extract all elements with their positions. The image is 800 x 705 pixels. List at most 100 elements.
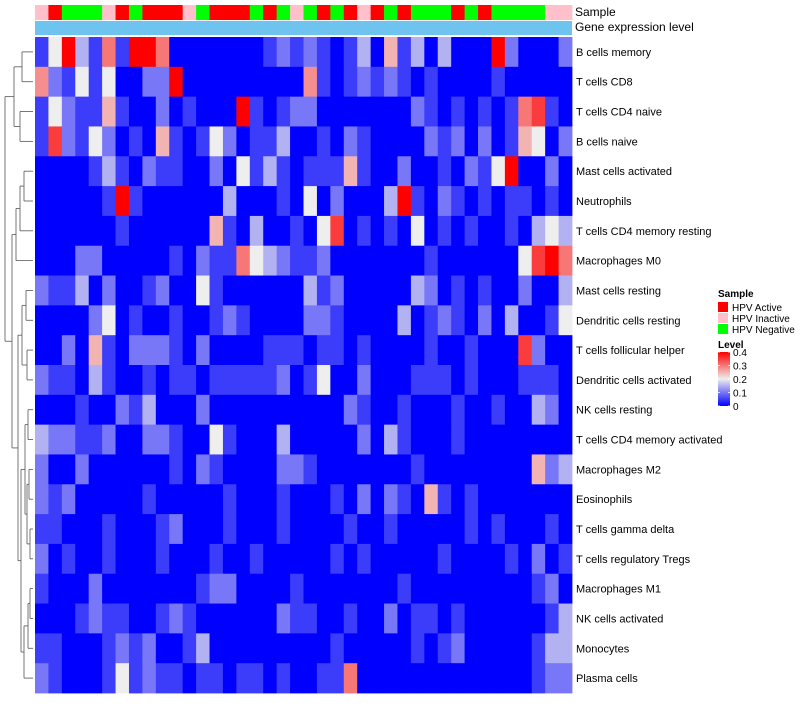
- heatmap-cell: [316, 573, 331, 604]
- heatmap-cell: [142, 66, 157, 98]
- heatmap-cell: [357, 186, 372, 217]
- heatmap-cell: [249, 573, 264, 604]
- heatmap-cell: [196, 543, 210, 575]
- heatmap-cell: [451, 245, 465, 276]
- heatmap-cell: [236, 66, 251, 98]
- heatmap-cell: [88, 96, 103, 127]
- heatmap-cell: [451, 156, 465, 187]
- heatmap-cell: [61, 305, 76, 336]
- row-label: T cells CD4 naive: [576, 107, 662, 119]
- heatmap-cell: [370, 663, 385, 694]
- heatmap-cell: [61, 633, 76, 664]
- heatmap-cell: [410, 305, 425, 336]
- sample-annotation-cell: [155, 5, 170, 20]
- heatmap-cell: [343, 305, 358, 336]
- heatmap-cell: [48, 573, 63, 604]
- heatmap-cell: [115, 454, 130, 485]
- heatmap-cell: [316, 514, 331, 545]
- heatmap-cell: [545, 484, 559, 515]
- heatmap-cell: [303, 245, 318, 276]
- heatmap-cell: [222, 394, 237, 426]
- heatmap-cell: [61, 66, 76, 98]
- heatmap-cell: [276, 96, 291, 127]
- heatmap-cell: [410, 186, 425, 217]
- row-label: Dendritic cells activated: [576, 375, 692, 387]
- heatmap-cell: [263, 335, 278, 366]
- heatmap-cell: [545, 37, 559, 68]
- heatmap-cell: [61, 275, 76, 306]
- heatmap-cell: [370, 186, 385, 217]
- heatmap-cell: [61, 394, 76, 426]
- heatmap-cell: [424, 126, 439, 157]
- heatmap-cell: [370, 454, 385, 485]
- heatmap-cell: [209, 66, 224, 98]
- heatmap-cell: [437, 96, 452, 127]
- heatmap-cell: [290, 484, 304, 515]
- heatmap-cell: [343, 633, 358, 664]
- heatmap-cell: [451, 573, 465, 604]
- heatmap-cell: [504, 394, 519, 426]
- heatmap-cell: [316, 66, 331, 98]
- heatmap-cell: [370, 603, 385, 634]
- heatmap-cell: [504, 335, 519, 366]
- heatmap-cell: [182, 573, 197, 604]
- heatmap-cell: [410, 454, 425, 485]
- heatmap-cell: [222, 484, 237, 515]
- heatmap-cell: [276, 37, 291, 68]
- heatmap-cell: [128, 603, 143, 634]
- heatmap-cell: [424, 305, 439, 336]
- heatmap-cell: [88, 424, 103, 455]
- heatmap-cell: [384, 126, 398, 157]
- heatmap-cell: [303, 126, 318, 157]
- heatmap-cell: [424, 37, 439, 68]
- heatmap-cell: [88, 335, 103, 366]
- heatmap-cell: [249, 603, 264, 634]
- heatmap-cell: [384, 633, 398, 664]
- heatmap-cell: [545, 215, 559, 247]
- heatmap-cell: [102, 454, 116, 485]
- heatmap-cell: [209, 305, 224, 336]
- heatmap-cell: [290, 603, 304, 634]
- heatmap-cell: [397, 514, 412, 545]
- heatmap-cell: [464, 215, 479, 247]
- heatmap-cell: [35, 484, 49, 515]
- heatmap-cell: [558, 394, 573, 426]
- heatmap-cell: [303, 454, 318, 485]
- sample-annotation-label: Sample: [575, 5, 616, 19]
- heatmap-cell: [316, 633, 331, 664]
- heatmap-cell: [61, 543, 76, 575]
- heatmap-cell: [276, 335, 291, 366]
- heatmap-cell: [236, 633, 251, 664]
- heatmap-cell: [410, 365, 425, 396]
- sample-annotation-cell: [384, 5, 398, 20]
- sample-legend-swatch: [718, 313, 728, 323]
- heatmap-cell: [424, 96, 439, 127]
- heatmap-cell: [75, 335, 90, 366]
- heatmap-cell: [545, 603, 559, 634]
- heatmap-cell: [48, 663, 63, 694]
- heatmap-cell: [222, 603, 237, 634]
- heatmap-cell: [196, 66, 210, 98]
- heatmap-cell: [155, 484, 170, 515]
- heatmap-cell: [491, 424, 506, 455]
- heatmap-cell: [115, 573, 130, 604]
- heatmap-cell: [491, 603, 506, 634]
- heatmap-cell: [545, 275, 559, 306]
- heatmap-cell: [478, 603, 492, 634]
- heatmap-cell: [35, 633, 49, 664]
- heatmap-cell: [531, 245, 546, 276]
- heatmap-cell: [558, 633, 573, 664]
- heatmap-cell: [263, 573, 278, 604]
- heatmap-cell: [128, 335, 143, 366]
- heatmap-cell: [370, 365, 385, 396]
- heatmap-cell: [491, 633, 506, 664]
- heatmap-cell: [518, 186, 533, 217]
- heatmap-cell: [115, 394, 130, 426]
- heatmap-cell: [464, 514, 479, 545]
- heatmap-cell: [316, 305, 331, 336]
- heatmap-cell: [303, 215, 318, 247]
- heatmap-cell: [102, 96, 116, 127]
- heatmap-cell: [384, 37, 398, 68]
- heatmap-cell: [142, 365, 157, 396]
- heatmap-cell: [155, 305, 170, 336]
